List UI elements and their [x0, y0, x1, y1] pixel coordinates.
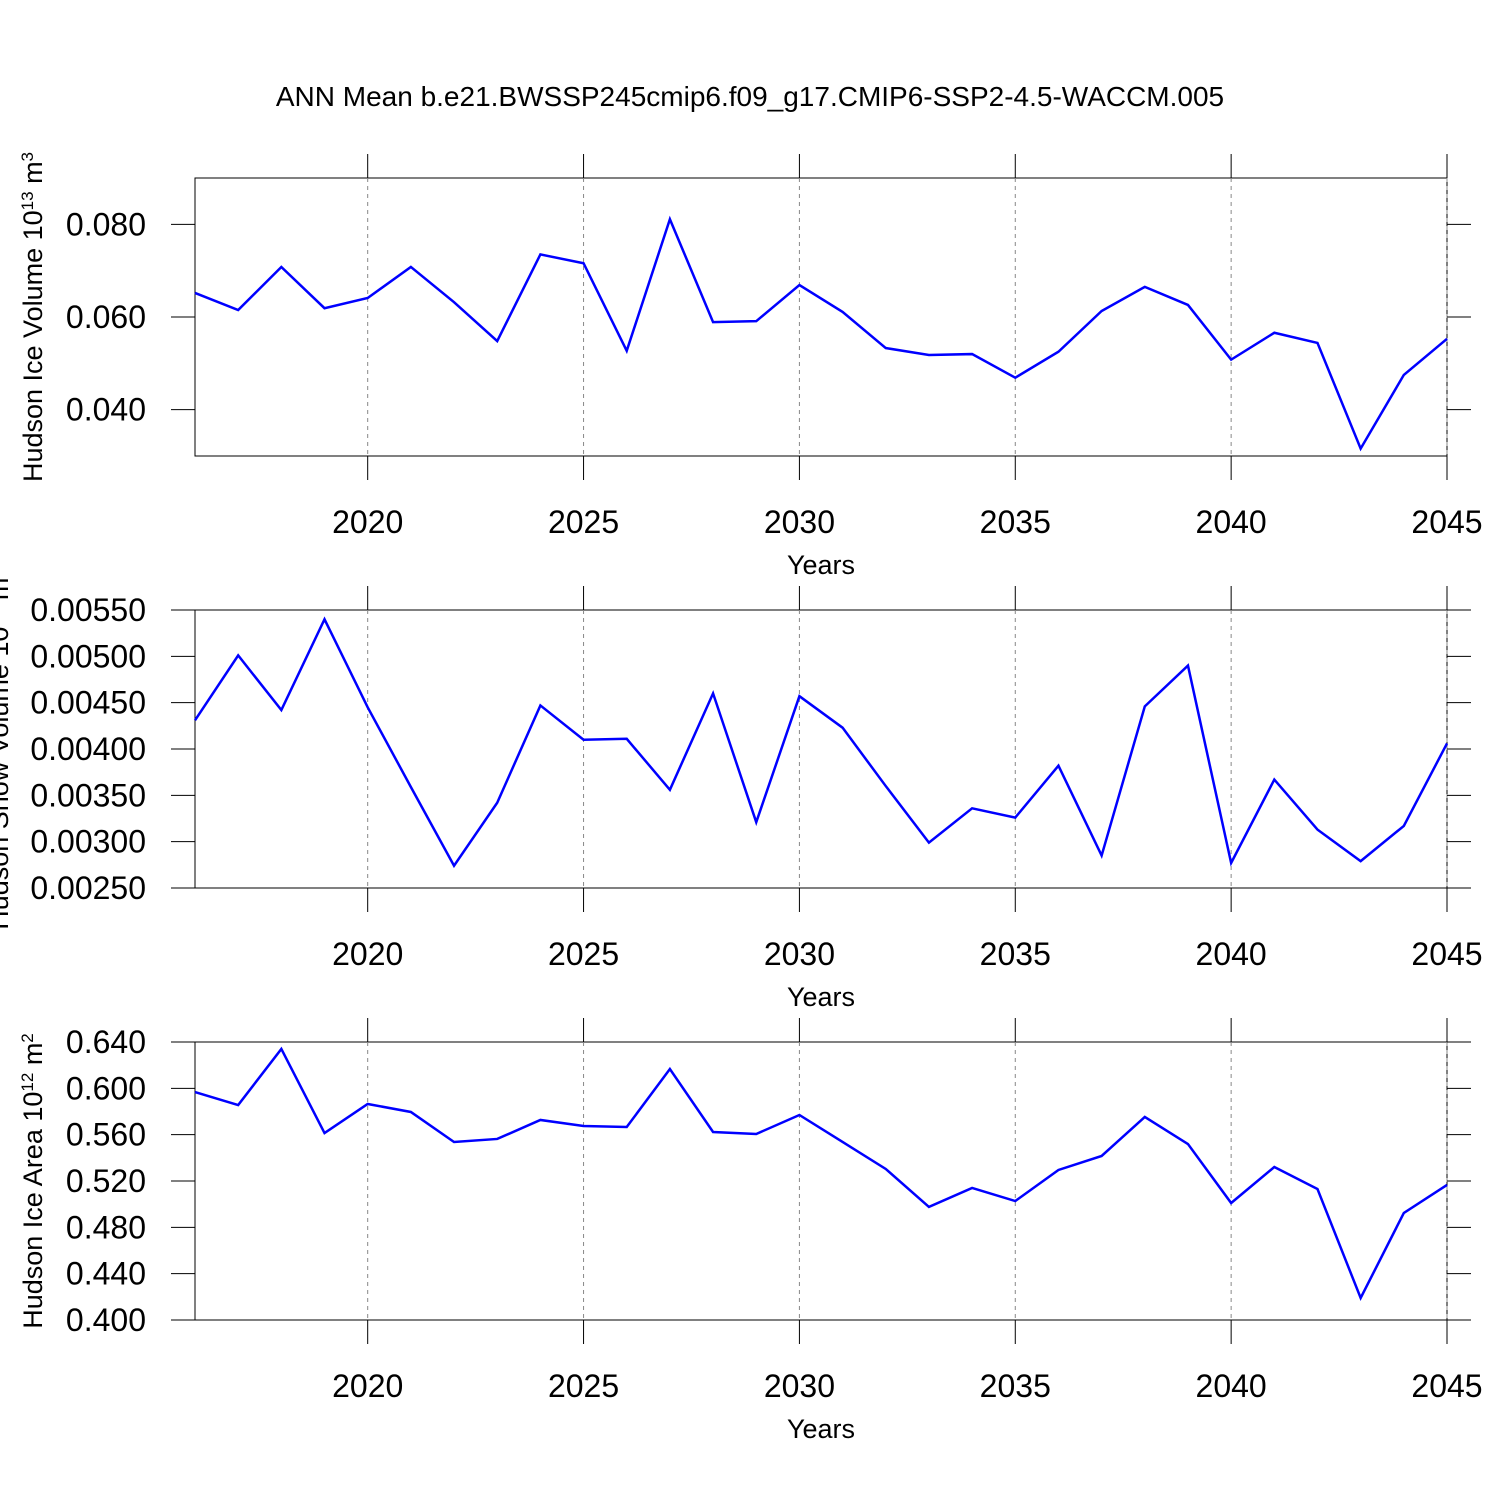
y-tick-label: 0.00450 [30, 685, 146, 721]
y-axis-label-part: m [18, 1043, 48, 1073]
x-tick-label: 2035 [980, 1368, 1051, 1404]
y-tick-label: 0.640 [66, 1024, 146, 1060]
y-axis-label-part: Hudson Ice Area 10 [18, 1092, 48, 1329]
data-line [194, 215, 1448, 452]
y-axis-label-part: 13 [0, 608, 3, 627]
x-tick-label: 2020 [332, 1368, 403, 1404]
y-tick-label: 0.400 [66, 1302, 146, 1338]
y-tick-label: 0.520 [66, 1163, 146, 1199]
y-tick-label: 0.440 [66, 1256, 146, 1292]
data-line [193, 616, 1449, 869]
y-tick-label: 0.00550 [30, 592, 146, 628]
y-tick-label: 0.00300 [30, 824, 146, 860]
y-tick-label: 0.00350 [30, 777, 146, 813]
x-tick-label: 2025 [548, 504, 619, 540]
y-axis-label: Hudson Ice Area 1012 m2 [18, 1033, 49, 1329]
y-axis-label-part: Hudson Snow Volume 10 [0, 627, 14, 930]
y-tick-label: 0.560 [66, 1117, 146, 1153]
x-tick-label: 2040 [1196, 1368, 1267, 1404]
y-axis-label-part: m [0, 578, 14, 608]
y-axis-label-part: 13 [18, 191, 37, 210]
x-tick-label: 2030 [764, 504, 835, 540]
y-axis-label-part: 12 [18, 1073, 37, 1092]
x-tick-label: 2045 [1411, 504, 1482, 540]
y-tick-label: 0.00500 [30, 638, 146, 674]
y-axis-label-part: 3 [0, 568, 3, 577]
x-tick-label: 2045 [1411, 936, 1482, 972]
x-axis-label: Years [787, 982, 855, 1012]
y-axis-label-part: 3 [18, 152, 37, 161]
data-line [194, 1046, 1448, 1302]
y-tick-label: 0.080 [66, 206, 146, 242]
y-axis-label: Hudson Ice Volume 1013 m3 [18, 152, 49, 482]
x-tick-label: 2020 [332, 936, 403, 972]
y-tick-label: 0.600 [66, 1070, 146, 1106]
plot-frame [194, 609, 1448, 889]
y-tick-label: 0.00400 [30, 731, 146, 767]
x-tick-label: 2040 [1196, 504, 1267, 540]
y-axis-label-part: m [18, 161, 48, 191]
y-axis-label-part: Hudson Ice Volume 10 [18, 210, 48, 482]
y-tick-label: 0.040 [66, 392, 146, 428]
x-tick-label: 2040 [1196, 936, 1267, 972]
y-tick-label: 0.00250 [30, 870, 146, 906]
x-tick-label: 2035 [980, 936, 1051, 972]
x-tick-label: 2045 [1411, 1368, 1482, 1404]
x-tick-label: 2030 [764, 936, 835, 972]
x-tick-label: 2025 [548, 1368, 619, 1404]
x-tick-label: 2025 [548, 936, 619, 972]
y-axis-label: Hudson Snow Volume 1013 m3 [0, 568, 14, 930]
x-tick-label: 2035 [980, 504, 1051, 540]
x-tick-label: 2030 [764, 1368, 835, 1404]
y-tick-label: 0.060 [66, 299, 146, 335]
x-axis-label: Years [787, 1414, 855, 1444]
figure-title: ANN Mean b.e21.BWSSP245cmip6.f09_g17.CMI… [276, 81, 1224, 112]
x-axis-label: Years [787, 550, 855, 580]
x-tick-label: 2020 [332, 504, 403, 540]
y-axis-label-part: 2 [18, 1033, 37, 1042]
y-tick-label: 0.480 [66, 1209, 146, 1245]
plot-frame [194, 177, 1448, 457]
